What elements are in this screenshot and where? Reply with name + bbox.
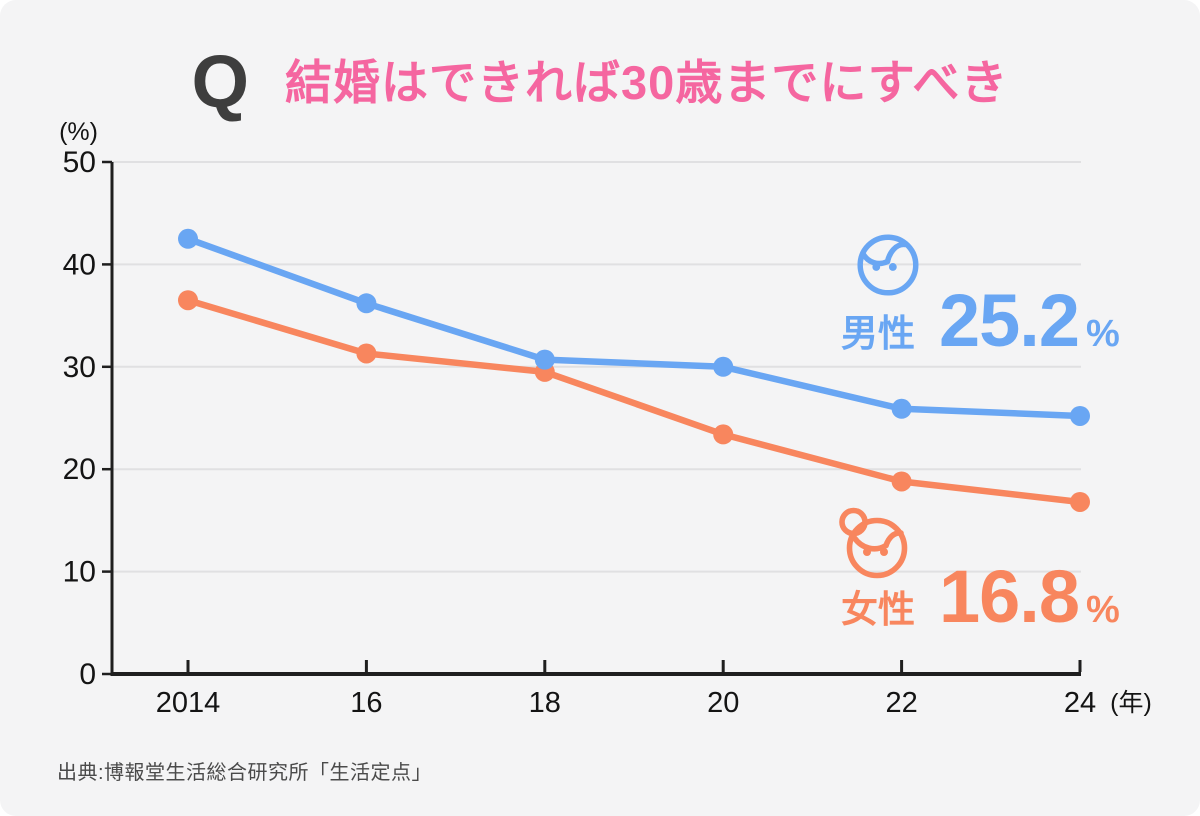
x-tick-label: 2014 (156, 687, 221, 719)
chart-title-text: 結婚はできれば30歳までにすべき (285, 55, 1009, 109)
question-mark-label: Q (191, 40, 250, 123)
x-tick-label: 22 (885, 687, 917, 719)
female-face-icon (839, 507, 908, 579)
legend-male-unit: % (1086, 313, 1120, 355)
legend-female-unit: % (1086, 589, 1120, 631)
data-point-female-2024 (1070, 491, 1090, 512)
data-point-female-2014 (178, 290, 198, 311)
y-tick-label: 20 (63, 453, 96, 486)
legend-female-value: 16.8 (939, 555, 1080, 638)
data-point-male-2020 (713, 356, 734, 377)
y-tick-label: 50 (63, 146, 96, 179)
legend-female: 女性 16.8 % (841, 560, 1120, 634)
data-point-male-2018 (534, 349, 555, 370)
chart-title: Q 結婚はできれば30歳までにすべき (0, 42, 1200, 122)
data-point-female-2016 (356, 343, 377, 364)
data-point-female-2022 (891, 471, 912, 492)
legend-male-value: 25.2 (939, 279, 1080, 362)
data-point-male-2014 (178, 228, 198, 249)
x-tick-label: 18 (529, 687, 561, 719)
data-point-male-2024 (1070, 405, 1090, 426)
x-tick-label: 20 (707, 687, 739, 719)
legend-female-label: 女性 (841, 589, 915, 630)
y-axis-unit-label: (%) (59, 118, 98, 146)
series-line-male (184, 235, 1084, 420)
data-point-male-2022 (891, 398, 912, 419)
y-tick-label: 30 (63, 351, 96, 384)
data-point-male-2016 (356, 293, 377, 314)
source-note: 出典:博報堂生活総合研究所「生活定点」 (57, 762, 433, 784)
x-tick-label: 24 (1064, 687, 1096, 719)
y-tick-label: 40 (63, 248, 96, 281)
legend-male-label: 男性 (841, 313, 915, 354)
legend-male: 男性 25.2 % (841, 284, 1120, 358)
x-tick-label: 16 (350, 687, 382, 719)
male-face-icon (857, 234, 919, 296)
series-line-female (184, 296, 1084, 506)
y-tick-label: 0 (79, 658, 96, 691)
x-axis-unit-label: (年) (1110, 689, 1152, 717)
y-tick-label: 10 (63, 556, 96, 589)
data-point-female-2020 (713, 424, 734, 445)
